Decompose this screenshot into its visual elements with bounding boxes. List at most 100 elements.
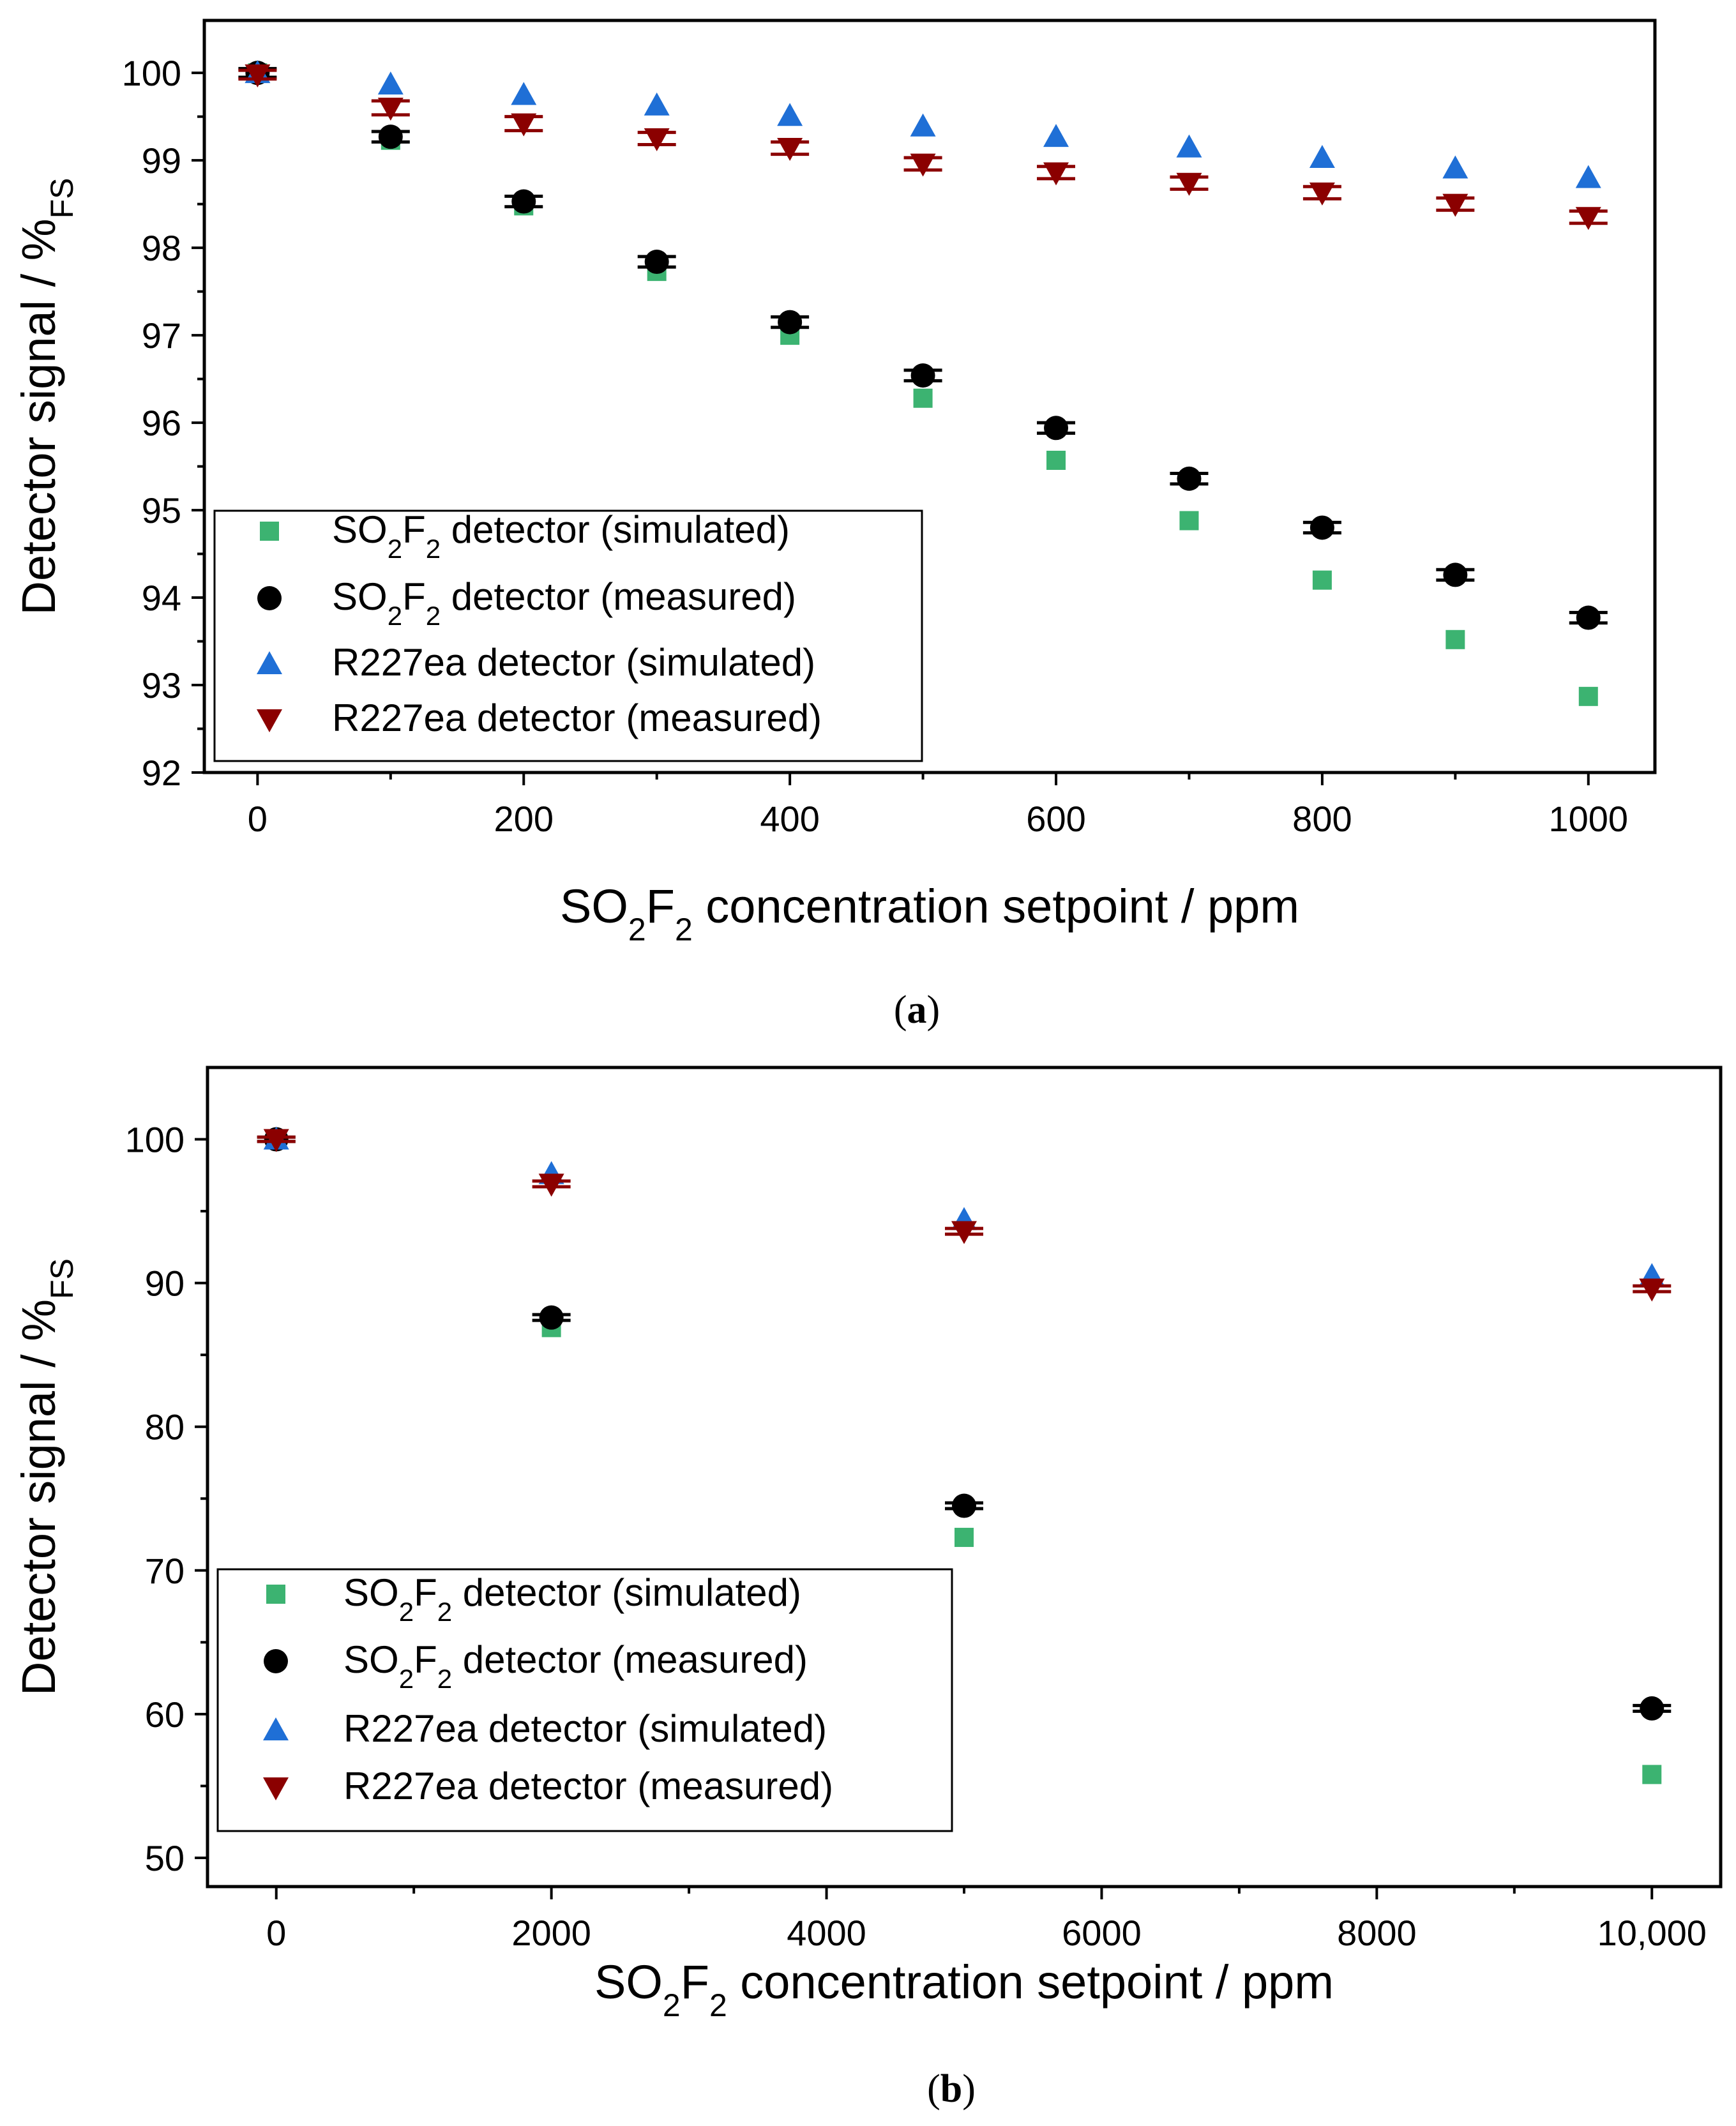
data-point <box>778 310 803 335</box>
data-point <box>511 113 537 137</box>
y-tick-label: 100 <box>125 1120 185 1160</box>
legend: SO2F2 detector (simulated) SO2F2 detector… <box>216 1568 953 1832</box>
data-point <box>1179 511 1199 531</box>
data-point <box>245 64 271 87</box>
data-point <box>1578 686 1598 706</box>
legend-symbol <box>266 1585 285 1604</box>
data-point <box>1043 162 1069 186</box>
legend-entry: SO2F2 detector (measured) <box>332 575 796 631</box>
data-point <box>644 250 669 275</box>
data-point <box>511 189 536 214</box>
legend-box <box>216 1568 953 1832</box>
legend-entry: R227ea detector (simulated) <box>343 1707 827 1750</box>
legend-box <box>213 509 923 762</box>
data-point <box>1043 124 1069 147</box>
data-point <box>1443 562 1468 587</box>
panel-label: (b) <box>927 2067 976 2111</box>
legend-symbol <box>257 651 282 674</box>
data-point <box>777 103 803 126</box>
y-axis-title: Detector signal / %FS <box>12 1258 80 1696</box>
legend-entry: SO2F2 detector (measured) <box>343 1638 808 1694</box>
data-point <box>1576 605 1601 630</box>
x-axis-title: SO2F2 concentration setpoint / ppm <box>594 1956 1334 2023</box>
y-tick-label: 96 <box>142 403 181 443</box>
data-point <box>1442 193 1468 217</box>
data-point <box>1575 207 1601 230</box>
x-tick-label: 800 <box>1292 799 1352 839</box>
x-tick-label: 0 <box>266 1913 286 1953</box>
data-point <box>263 1129 289 1152</box>
legend-symbol <box>260 522 279 541</box>
legend-entry: SO2F2 detector (simulated) <box>332 508 790 564</box>
legend-symbol <box>263 1717 289 1740</box>
series-circle <box>238 61 1608 630</box>
y-tick-label: 80 <box>145 1407 185 1447</box>
data-point <box>1176 172 1202 196</box>
data-point <box>1309 182 1335 206</box>
x-tick-label: 4000 <box>787 1913 866 1953</box>
data-point <box>910 113 936 137</box>
x-tick-label: 200 <box>494 799 554 839</box>
y-tick-label: 93 <box>142 665 181 705</box>
data-point <box>1310 515 1334 540</box>
data-point <box>1639 1278 1665 1302</box>
y-axis-title: Detector signal / %FS <box>12 178 80 615</box>
series-triangle-down <box>257 1129 1672 1302</box>
data-point <box>377 97 404 121</box>
chart-panel-b: 0 2000 4000 6000 8000 10,000 50 60 70 80 90 100 SO2F… <box>12 1066 1723 2111</box>
data-point <box>1575 165 1601 188</box>
y-tick-label: 100 <box>122 53 181 93</box>
legend-symbol <box>257 586 282 610</box>
data-point <box>777 137 803 161</box>
data-point <box>1046 450 1066 470</box>
series-triangle-up <box>263 1126 1665 1286</box>
y-tick-label: 50 <box>145 1838 185 1878</box>
legend-symbol <box>264 1649 288 1673</box>
data-point <box>1044 416 1069 441</box>
data-point <box>1442 155 1468 179</box>
y-tick-label: 94 <box>142 578 181 618</box>
legend-symbol <box>257 709 282 732</box>
data-point <box>1642 1765 1662 1784</box>
data-point <box>910 363 935 388</box>
legend-entry: SO2F2 detector (simulated) <box>343 1571 801 1627</box>
series-triangle-down <box>238 64 1608 230</box>
legend-entry: R227ea detector (measured) <box>343 1765 833 1807</box>
data-point <box>913 388 933 408</box>
y-tick-label: 92 <box>142 753 181 793</box>
legend-symbol <box>263 1777 289 1800</box>
x-axis-title: SO2F2 concentration setpoint / ppm <box>560 880 1299 947</box>
x-tick-label: 6000 <box>1062 1913 1142 1953</box>
data-point <box>377 71 404 94</box>
x-tick-label: 2000 <box>511 1913 591 1953</box>
y-tick-label: 95 <box>142 490 181 531</box>
data-point <box>1445 630 1465 649</box>
legend: SO2F2 detector (simulated) SO2F2 detector… <box>213 508 923 762</box>
data-point <box>539 1305 564 1330</box>
data-point <box>538 1173 564 1197</box>
data-point <box>378 124 403 149</box>
y-tick-label: 90 <box>145 1263 185 1304</box>
y-tick-label: 70 <box>145 1551 185 1591</box>
data-point <box>951 1221 977 1244</box>
x-tick-label: 0 <box>248 799 268 839</box>
series-triangle-up <box>245 60 1601 188</box>
data-point <box>1312 570 1332 590</box>
legend-entry: R227ea detector (measured) <box>332 697 822 739</box>
data-point <box>644 92 670 116</box>
data-point <box>955 1528 974 1548</box>
data-point <box>511 82 537 105</box>
legend-entry: R227ea detector (simulated) <box>332 641 815 684</box>
y-tick-label: 60 <box>145 1694 185 1735</box>
data-point <box>910 153 936 177</box>
data-point <box>1640 1696 1664 1721</box>
x-tick-label: 10,000 <box>1597 1913 1707 1953</box>
x-tick-label: 400 <box>760 799 819 839</box>
x-tick-label: 8000 <box>1337 1913 1417 1953</box>
data-point <box>1176 134 1202 158</box>
x-tick-label: 600 <box>1026 799 1085 839</box>
data-point <box>952 1493 976 1518</box>
data-point <box>1309 145 1335 169</box>
chart-panel-a: 0 200 400 600 800 1000 92 93 94 95 96 97 98 99 100 SO2F… <box>12 19 1657 1032</box>
